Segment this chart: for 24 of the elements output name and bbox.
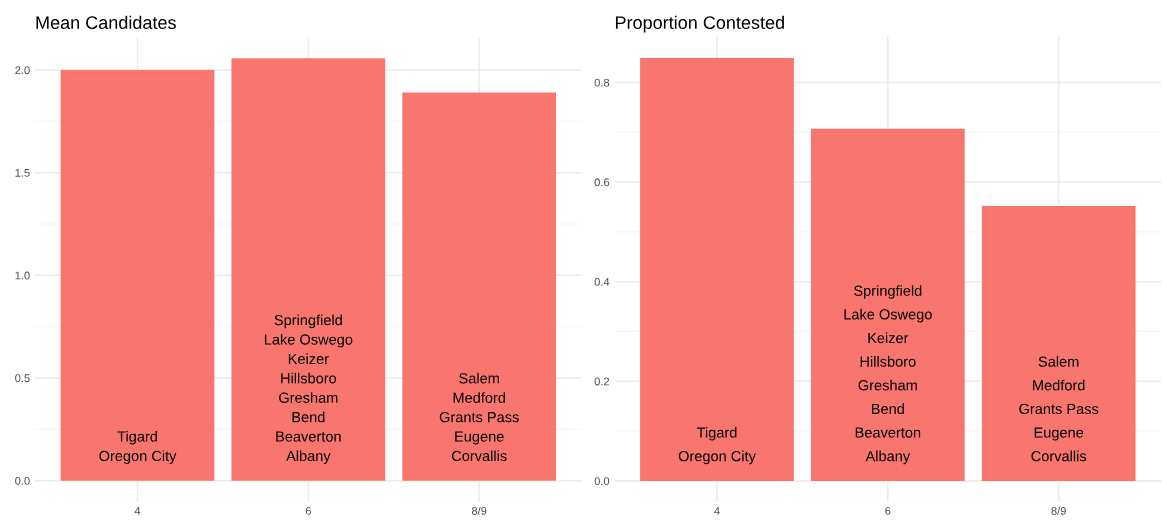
annotation: Tigard Oregon City [99, 430, 177, 464]
x-tick-label: 6 [885, 506, 891, 515]
y-tick-label: 1.5 [15, 169, 30, 177]
y-tick-label: 0.6 [594, 178, 610, 187]
x-tick-label: 4 [134, 507, 141, 515]
y-tick-label: 0.2 [594, 377, 610, 386]
chart-title: Proportion Contested [615, 15, 784, 33]
y-tick-label: 2.0 [15, 66, 30, 75]
annotation: Springfield Lake Oswego Keizer Hillsboro Gresham Bend Beaverton Albany [844, 285, 932, 465]
chart-title: Mean Candidates [36, 15, 176, 30]
y-tick-label: 0.4 [594, 277, 610, 286]
y-tick-label: 0.0 [15, 476, 30, 485]
y-tick-label: 0.8 [594, 78, 610, 87]
x-tick-label: 4 [714, 507, 720, 515]
y-tick-label: 1.0 [15, 271, 30, 280]
y-tick-label: 0.0 [594, 477, 610, 486]
x-tick-label: 6 [305, 506, 311, 515]
x-tick-label: 8/9 [471, 506, 487, 515]
y-tick-label: 0.5 [15, 374, 30, 383]
annotation: Salem Medford Grants Pass Eugene Corvallis [439, 372, 519, 462]
annotation: Salem Medford Grants Pass Eugene Corvallis [1019, 356, 1099, 462]
annotation: Springfield Lake Oswego Keizer Hillsboro Gresham Bend Beaverton Albany [264, 314, 353, 464]
annotation: Tigard Oregon City [678, 426, 756, 465]
x-tick-label: 8/9 [1051, 506, 1066, 515]
